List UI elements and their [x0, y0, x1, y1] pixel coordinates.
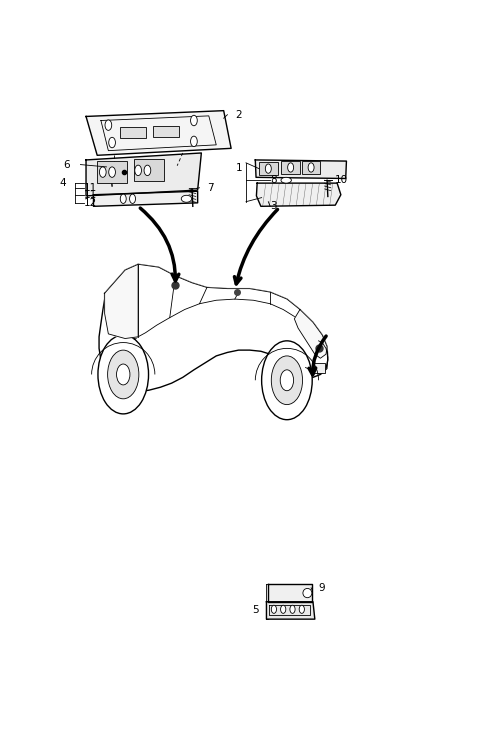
Polygon shape	[105, 264, 138, 339]
Circle shape	[288, 163, 294, 172]
Circle shape	[109, 137, 115, 148]
Circle shape	[99, 167, 106, 178]
Polygon shape	[94, 191, 198, 206]
Bar	[313, 363, 325, 373]
Ellipse shape	[303, 588, 312, 598]
Ellipse shape	[181, 195, 192, 203]
Text: 9: 9	[319, 583, 325, 593]
Circle shape	[290, 605, 295, 614]
Text: 4: 4	[59, 178, 66, 188]
Polygon shape	[294, 309, 327, 358]
Circle shape	[191, 115, 197, 126]
Circle shape	[144, 165, 151, 175]
Circle shape	[109, 167, 115, 178]
Polygon shape	[256, 183, 341, 206]
Polygon shape	[267, 584, 312, 602]
Polygon shape	[255, 160, 347, 178]
Bar	[120, 127, 145, 138]
Circle shape	[191, 136, 197, 147]
Text: 12: 12	[84, 198, 97, 208]
Text: 11: 11	[84, 183, 97, 193]
Text: 2: 2	[235, 110, 241, 120]
Text: 5: 5	[252, 605, 259, 615]
Text: 6: 6	[64, 160, 71, 169]
Bar	[302, 161, 321, 174]
Circle shape	[299, 605, 304, 614]
Circle shape	[271, 356, 302, 404]
Text: 10: 10	[335, 175, 348, 185]
Polygon shape	[99, 264, 328, 392]
Polygon shape	[266, 602, 315, 619]
Text: 11: 11	[84, 190, 97, 200]
Ellipse shape	[281, 178, 291, 183]
Circle shape	[105, 120, 112, 130]
Text: 1: 1	[236, 163, 242, 173]
Circle shape	[271, 605, 276, 614]
Text: 7: 7	[207, 183, 214, 193]
Circle shape	[308, 163, 314, 172]
Polygon shape	[86, 153, 202, 196]
Polygon shape	[86, 111, 231, 155]
Circle shape	[265, 164, 271, 173]
Circle shape	[281, 605, 286, 614]
Text: 8: 8	[270, 175, 277, 185]
Bar	[134, 160, 164, 181]
Bar	[97, 161, 127, 183]
Bar	[281, 161, 300, 174]
Bar	[259, 162, 277, 175]
Circle shape	[108, 350, 139, 399]
Circle shape	[98, 335, 148, 414]
Circle shape	[135, 165, 142, 175]
Circle shape	[130, 194, 135, 203]
Circle shape	[280, 370, 294, 391]
Circle shape	[262, 341, 312, 419]
Bar	[153, 127, 179, 137]
Circle shape	[120, 194, 126, 203]
Circle shape	[117, 364, 130, 385]
Text: 3: 3	[270, 201, 277, 212]
Polygon shape	[134, 264, 313, 340]
